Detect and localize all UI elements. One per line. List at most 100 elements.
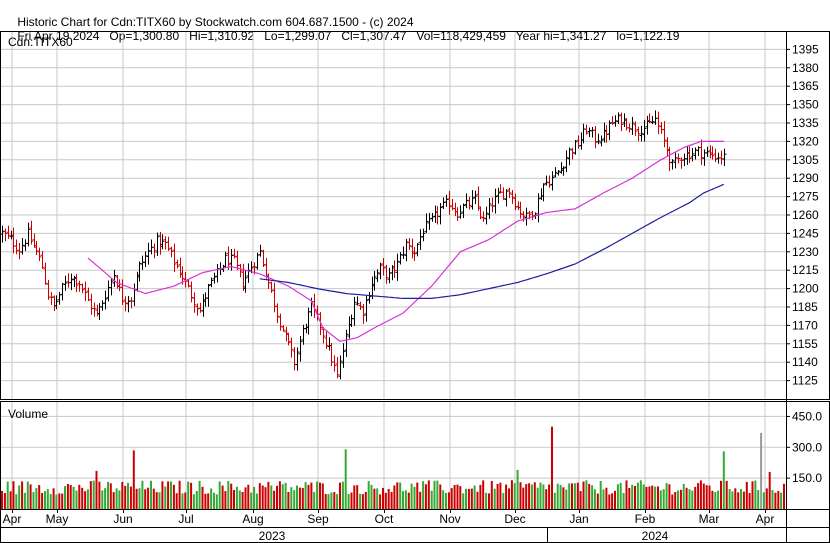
volume-bar [341, 481, 344, 509]
volume-bar [679, 489, 682, 509]
price-bar [699, 139, 704, 165]
price-bar [178, 257, 183, 278]
panel-frames [0, 31, 830, 543]
volume-bar [608, 494, 611, 509]
volume-bar [184, 492, 187, 509]
price-bar [17, 242, 22, 260]
price-bar [261, 249, 266, 268]
price-bar [117, 279, 122, 292]
volume-bar [109, 483, 112, 509]
price-bar [243, 269, 248, 293]
volume-bar [258, 483, 261, 509]
price-bar [289, 337, 294, 358]
price-bar [103, 290, 108, 310]
price-bar [43, 262, 48, 285]
price-tick-label: 1395 [792, 42, 819, 56]
volume-bar [402, 491, 404, 509]
price-bar [275, 303, 280, 324]
volume-bar [505, 484, 508, 509]
volume-bar [634, 485, 636, 509]
volume-bar [161, 481, 164, 509]
price-bar [109, 278, 114, 296]
price-bar [112, 269, 117, 287]
volume-bar [150, 480, 152, 509]
price-tick-label: 1275 [792, 190, 819, 204]
volume-bar [433, 480, 436, 509]
price-bar [610, 116, 615, 125]
volume-bar [665, 483, 668, 509]
volume-bar [327, 494, 330, 509]
price-bar [324, 331, 329, 349]
volume-bar [364, 491, 367, 509]
volume-bar [399, 482, 402, 509]
price-bar [321, 327, 326, 344]
price-bar [559, 162, 564, 174]
price-bar [467, 196, 472, 210]
volume-bar [639, 480, 642, 509]
price-bar [292, 347, 297, 371]
price-bar [175, 259, 180, 269]
volume-bar [387, 489, 390, 509]
price-tick-label: 1200 [792, 282, 819, 296]
price-bar [510, 190, 515, 204]
price-bar [630, 117, 635, 135]
price-grid [0, 31, 786, 399]
month-label: Nov [439, 512, 460, 526]
price-bar [421, 228, 426, 242]
price-bar [375, 269, 380, 283]
price-bar [158, 231, 163, 255]
volume-bar [722, 451, 725, 509]
volume-bar [685, 487, 688, 509]
volume-bar [46, 489, 49, 509]
volume-bar [619, 482, 622, 509]
price-bar [710, 146, 715, 160]
price-bar [26, 222, 31, 247]
volume-bar [734, 488, 737, 509]
month-label: May [46, 512, 69, 526]
price-bar [478, 206, 483, 220]
volume-bar [238, 490, 241, 509]
volume-bar [453, 485, 456, 509]
price-bar [83, 281, 88, 301]
volume-bar [64, 486, 66, 509]
price-bar [146, 242, 151, 265]
volume-bar [233, 490, 235, 509]
volume-bar [611, 493, 614, 509]
volume-bar [625, 480, 628, 509]
volume-bar [129, 486, 132, 509]
volume-bar [138, 488, 141, 509]
volume-bar [89, 481, 92, 509]
volume-bar [616, 484, 619, 509]
volume-bar [339, 482, 341, 509]
price-bar [37, 247, 42, 262]
price-bar [647, 113, 652, 124]
volume-bar [298, 487, 301, 509]
volume-bar [361, 494, 364, 509]
volume-label: Volume [8, 407, 48, 421]
volume-bar [762, 492, 765, 509]
volume-bar [470, 488, 473, 509]
price-bar [461, 203, 466, 218]
volume-bar [482, 480, 485, 509]
volume-bar [742, 491, 745, 509]
volume-bar [210, 488, 213, 509]
volume-bar [605, 487, 608, 509]
volume-bar [493, 488, 496, 509]
volume-bar [84, 491, 87, 509]
volume-bar [602, 489, 605, 509]
volume-bar [556, 483, 559, 509]
volume-bar [198, 480, 201, 509]
price-bar [232, 248, 237, 259]
volume-bar [301, 488, 304, 509]
price-bar [487, 198, 492, 220]
quote-summary: Fri Apr 19 2024 Op=1,300.80 Hi=1,310.92 … [4, 15, 679, 57]
price-bar [473, 190, 478, 205]
price-bar [424, 213, 429, 233]
volume-bar [382, 487, 384, 509]
volume-bar [631, 484, 634, 509]
price-bar [567, 147, 572, 166]
volume-bar [519, 482, 522, 509]
price-bar [335, 357, 340, 379]
month-label: Jan [569, 512, 588, 526]
volume-bar [565, 489, 568, 509]
